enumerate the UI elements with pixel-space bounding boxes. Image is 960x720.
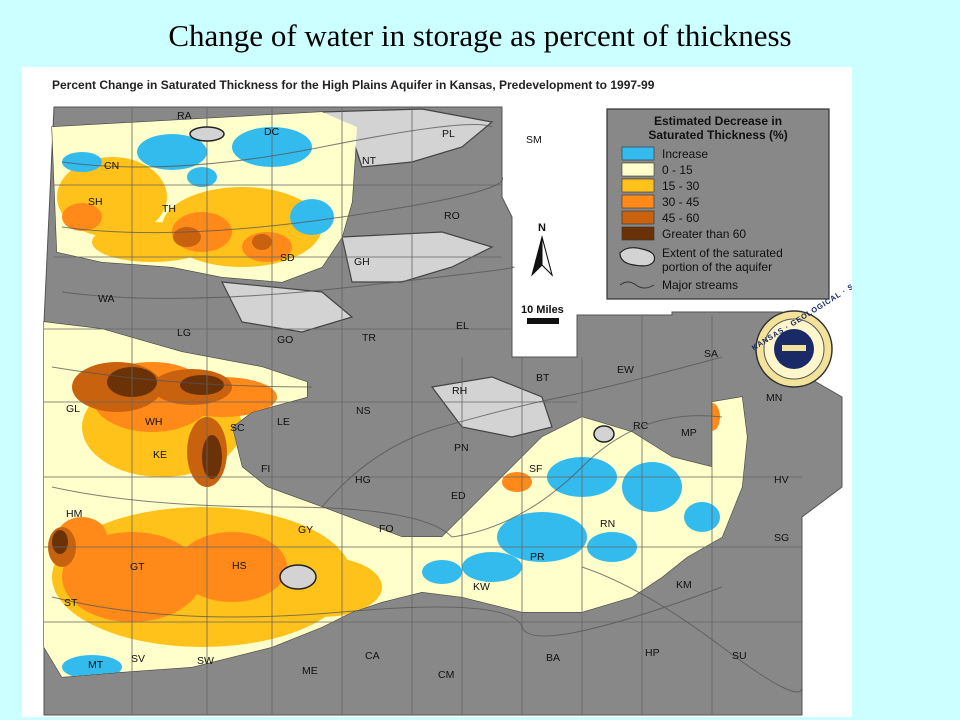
extent-swatch xyxy=(619,247,656,267)
county-label: FI xyxy=(261,463,270,475)
county-label: TR xyxy=(362,332,376,344)
county-label: SW xyxy=(197,655,214,667)
county-label: WH xyxy=(145,416,163,428)
legend-label: Increase xyxy=(662,147,708,161)
major-streams xyxy=(51,124,803,693)
seal-emblem-icon xyxy=(782,345,806,351)
legend-label: 45 - 60 xyxy=(662,211,700,225)
county-label: SM xyxy=(526,134,542,146)
county-label: HM xyxy=(66,508,82,520)
legend-swatch xyxy=(621,146,655,161)
legend-title: Estimated Decrease in xyxy=(654,114,782,128)
legend-swatch xyxy=(621,178,655,193)
county-label: DC xyxy=(264,126,280,138)
slide-title: Change of water in storage as percent of… xyxy=(168,18,792,53)
legend-swatch xyxy=(621,162,655,177)
legend: Estimated Decrease in Saturated Thicknes… xyxy=(606,108,830,300)
county-label: SD xyxy=(280,252,295,264)
county-label: FO xyxy=(379,523,394,535)
county-label: GT xyxy=(130,561,145,573)
county-label: RA xyxy=(177,110,192,122)
county-label: PL xyxy=(442,128,455,140)
county-boundaries xyxy=(44,107,802,715)
county-label: KM xyxy=(676,579,692,591)
legend-streams-label: Major streams xyxy=(662,278,738,292)
county-label: EW xyxy=(617,364,634,376)
county-label: ME xyxy=(302,665,318,677)
county-label: GY xyxy=(298,524,313,536)
legend-swatch xyxy=(621,194,655,209)
legend-label: 0 - 15 xyxy=(662,163,693,177)
county-label: GH xyxy=(354,256,370,268)
county-label: ST xyxy=(64,597,78,609)
legend-label: 15 - 30 xyxy=(662,179,700,193)
legend-label: Greater than 60 xyxy=(662,227,746,241)
county-label: SF xyxy=(529,463,542,475)
county-label: SA xyxy=(704,348,718,360)
county-label: LE xyxy=(277,416,290,428)
stream-swatch xyxy=(619,281,655,289)
reservoirs xyxy=(189,126,615,590)
legend-items: Increase 0 - 15 15 - 30 30 - 45 45 - 60 … xyxy=(621,146,746,241)
county-label: MP xyxy=(681,427,697,439)
county-label: EL xyxy=(456,320,469,332)
county-label: NS xyxy=(356,405,371,417)
svg-text:10 Miles: 10 Miles xyxy=(521,304,564,316)
svg-text:N: N xyxy=(538,222,546,234)
county-label: RN xyxy=(600,518,615,530)
legend-extent-label: portion of the aquifer xyxy=(662,260,772,274)
county-label: MN xyxy=(766,392,782,404)
county-label: RO xyxy=(444,210,460,222)
map-heading: Percent Change in Saturated Thickness fo… xyxy=(52,78,655,92)
county-label: SG xyxy=(774,532,789,544)
county-label: GO xyxy=(277,334,293,346)
county-label: LG xyxy=(177,327,191,339)
county-label: KE xyxy=(153,449,167,461)
county-label: HS xyxy=(232,560,247,572)
county-label: GL xyxy=(66,403,80,415)
county-label: PR xyxy=(530,551,545,563)
county-label: TH xyxy=(162,203,176,215)
county-label: SC xyxy=(230,422,245,434)
legend-swatch xyxy=(621,226,655,241)
north-arrow: N xyxy=(531,222,553,277)
county-label: BA xyxy=(546,652,560,664)
aquifer-map: Percent Change in Saturated Thickness fo… xyxy=(22,67,852,717)
legend-swatch xyxy=(621,210,655,225)
county-label: SV xyxy=(131,653,145,665)
county-label: NT xyxy=(362,155,377,167)
county-label: ED xyxy=(451,490,466,502)
legend-label: 30 - 45 xyxy=(662,195,700,209)
county-label: KW xyxy=(473,581,490,593)
county-labels: RA DC PL SM CN NT SH TH RO SD GH WA LG G… xyxy=(64,110,789,681)
county-label: CM xyxy=(438,669,454,681)
county-label: CA xyxy=(365,650,380,662)
county-label: HP xyxy=(645,647,660,659)
county-label: MT xyxy=(88,659,104,671)
county-label: WA xyxy=(98,293,115,305)
scale-bar: 10 Miles xyxy=(521,304,564,324)
legend-title: Saturated Thickness (%) xyxy=(648,128,787,142)
county-label: BT xyxy=(536,372,550,384)
county-label: SU xyxy=(732,650,747,662)
county-label: RH xyxy=(452,385,467,397)
county-label: CN xyxy=(104,160,119,172)
legend-extent-label: Extent of the saturated xyxy=(662,246,783,260)
county-label: SH xyxy=(88,196,103,208)
county-label: PN xyxy=(454,442,469,454)
county-label: HG xyxy=(355,474,371,486)
county-label: HV xyxy=(774,474,789,486)
county-label: RC xyxy=(633,420,649,432)
